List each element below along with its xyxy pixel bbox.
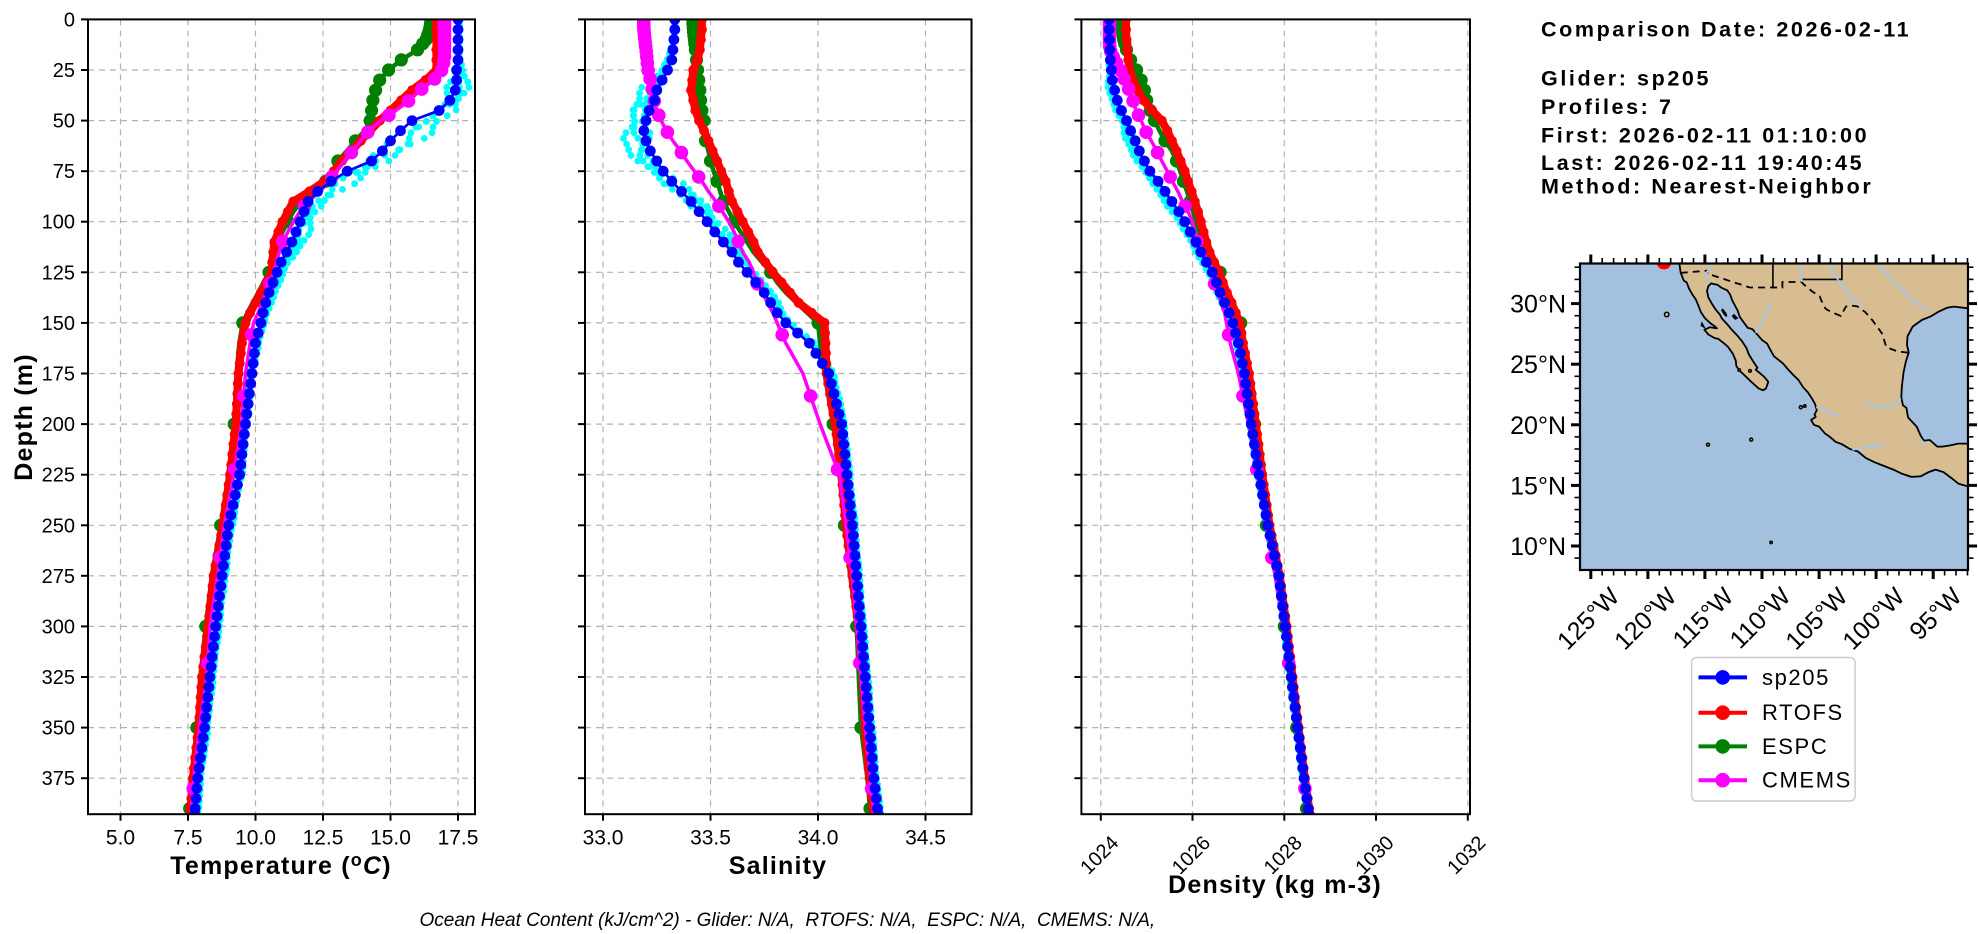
svg-text:25: 25 [53, 60, 75, 82]
svg-text:33.0: 33.0 [583, 827, 624, 850]
svg-text:33.5: 33.5 [690, 827, 731, 850]
svg-text:15.0: 15.0 [370, 827, 411, 850]
svg-text:sp205: sp205 [1762, 665, 1830, 690]
svg-text:75: 75 [53, 161, 75, 183]
svg-text:17.5: 17.5 [438, 827, 479, 850]
svg-text:200: 200 [42, 414, 75, 436]
svg-text:0: 0 [64, 9, 75, 31]
svg-text:175: 175 [42, 364, 75, 386]
svg-text:Method: Nearest-Neighbor: Method: Nearest-Neighbor [1541, 175, 1873, 199]
svg-text:Glider: sp205: Glider: sp205 [1541, 67, 1711, 91]
svg-text:10.0: 10.0 [235, 827, 276, 850]
svg-text:5.0: 5.0 [106, 827, 135, 850]
svg-text:300: 300 [42, 616, 75, 638]
svg-text:12.5: 12.5 [303, 827, 344, 850]
svg-text:Profiles: 7: Profiles: 7 [1541, 95, 1674, 119]
svg-text:50: 50 [53, 111, 75, 133]
svg-text:375: 375 [42, 768, 75, 790]
svg-text:100: 100 [42, 212, 75, 234]
svg-text:30°N: 30°N [1510, 291, 1566, 319]
svg-text:275: 275 [42, 566, 75, 588]
svg-text:15°N: 15°N [1510, 472, 1566, 500]
svg-text:Ocean Heat Content (kJ/cm^2) -: Ocean Heat Content (kJ/cm^2) - Glider: N… [420, 910, 1161, 931]
svg-text:10°N: 10°N [1510, 533, 1566, 561]
svg-text:First: 2026-02-11 01:10:00: First: 2026-02-11 01:10:00 [1541, 124, 1869, 148]
svg-text:325: 325 [42, 667, 75, 689]
svg-text:Comparison Date: 2026-02-11: Comparison Date: 2026-02-11 [1541, 18, 1911, 42]
svg-text:350: 350 [42, 718, 75, 740]
svg-text:Salinity: Salinity [729, 852, 828, 880]
svg-text:7.5: 7.5 [173, 827, 202, 850]
svg-text:25°N: 25°N [1510, 351, 1566, 379]
svg-text:20°N: 20°N [1510, 412, 1566, 440]
svg-text:CMEMS: CMEMS [1762, 768, 1852, 793]
svg-text:Density (kg m-3): Density (kg m-3) [1168, 871, 1382, 899]
svg-text:34.0: 34.0 [798, 827, 839, 850]
svg-text:125: 125 [42, 262, 75, 284]
svg-text:34.5: 34.5 [905, 827, 946, 850]
svg-text:ESPC: ESPC [1762, 734, 1828, 759]
svg-text:RTOFS: RTOFS [1762, 700, 1844, 725]
svg-text:150: 150 [42, 313, 75, 335]
svg-text:250: 250 [42, 515, 75, 537]
svg-text:Last: 2026-02-11 19:40:45: Last: 2026-02-11 19:40:45 [1541, 151, 1864, 175]
svg-text:Depth (m): Depth (m) [10, 353, 38, 480]
svg-text:225: 225 [42, 465, 75, 487]
